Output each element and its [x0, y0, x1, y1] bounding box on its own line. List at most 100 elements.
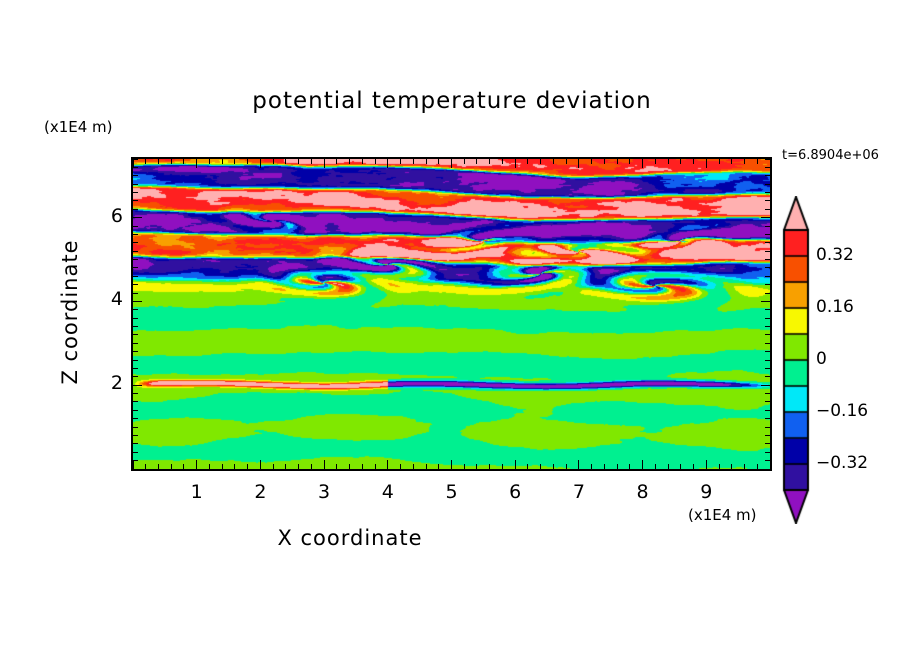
- x-tick: [145, 464, 147, 469]
- colorbar-tick-label: 0.16: [816, 297, 854, 317]
- x-tick: [527, 159, 529, 164]
- x-tick: [425, 159, 427, 164]
- x-tick: [616, 464, 618, 469]
- x-tick: [591, 159, 593, 164]
- x-tick-label: 3: [318, 481, 331, 503]
- z-axis-title: Z coordinate: [58, 239, 82, 385]
- x-tick: [451, 460, 452, 469]
- y-tick: [765, 250, 770, 252]
- colorbar-tick-label: −0.32: [816, 453, 869, 473]
- y-tick: [133, 334, 138, 336]
- x-tick: [412, 464, 414, 469]
- y-tick: [765, 426, 770, 428]
- y-tick: [765, 259, 770, 261]
- y-tick: [765, 393, 770, 395]
- x-tick: [221, 159, 223, 164]
- x-tick: [489, 464, 491, 469]
- x-tick: [642, 159, 644, 168]
- y-tick: [133, 418, 138, 420]
- x-axis-unit-label: (x1E4 m): [688, 506, 757, 524]
- x-tick: [336, 159, 338, 164]
- x-tick: [616, 159, 618, 164]
- x-tick: [744, 159, 746, 164]
- x-tick: [476, 464, 478, 469]
- plot-frame: [131, 157, 772, 471]
- y-tick: [761, 300, 770, 302]
- x-tick: [438, 159, 440, 164]
- y-tick: [765, 284, 770, 286]
- y-tick: [761, 468, 770, 470]
- x-tick: [259, 159, 261, 168]
- y-tick: [133, 208, 138, 210]
- y-tick: [765, 317, 770, 319]
- y-tick: [133, 158, 138, 160]
- y-tick: [765, 192, 770, 193]
- y-tick: [133, 443, 138, 445]
- y-tick: [133, 183, 138, 185]
- y-tick: [133, 409, 138, 411]
- y-tick: [765, 233, 770, 235]
- x-tick-label: 7: [572, 481, 585, 503]
- y-tick: [133, 376, 138, 378]
- colorbar-tick-label: 0.32: [816, 245, 854, 265]
- y-tick: [133, 317, 138, 319]
- y-tick: [133, 359, 138, 361]
- y-tick: [133, 275, 138, 277]
- y-tick: [133, 401, 138, 403]
- x-tick: [744, 464, 746, 469]
- y-tick: [765, 451, 770, 453]
- y-tick: [765, 351, 770, 353]
- y-tick: [133, 217, 142, 219]
- x-tick: [361, 464, 363, 469]
- x-axis-title: X coordinate: [277, 526, 423, 550]
- y-tick: [133, 300, 142, 302]
- colorbar: 0.32 0.16 0 −0.16 −0.32: [780, 196, 868, 524]
- x-tick: [323, 460, 325, 469]
- timestamp-annotation: t=6.8904e+06: [782, 148, 879, 163]
- y-tick: [133, 384, 142, 386]
- y-tick: [765, 376, 770, 378]
- y-tick: [133, 175, 138, 177]
- y-tick: [765, 342, 770, 344]
- x-tick: [591, 464, 593, 469]
- y-tick: [133, 434, 138, 436]
- x-tick: [451, 159, 452, 168]
- y-tick-label: 4: [110, 288, 123, 311]
- y-tick: [765, 292, 770, 294]
- y-tick: [765, 334, 770, 336]
- y-tick: [133, 342, 138, 344]
- x-tick-label: 4: [381, 481, 394, 503]
- x-tick: [654, 464, 656, 469]
- y-tick: [133, 468, 142, 470]
- x-tick: [629, 159, 631, 164]
- y-tick: [765, 460, 770, 462]
- y-tick: [133, 242, 138, 244]
- x-tick: [298, 464, 300, 469]
- y-tick: [133, 292, 138, 294]
- y-tick: [133, 233, 138, 235]
- y-tick: [761, 384, 770, 386]
- x-tick: [514, 159, 516, 168]
- x-tick: [654, 159, 656, 164]
- y-tick: [133, 426, 138, 428]
- y-tick: [765, 409, 770, 411]
- y-tick: [133, 225, 138, 227]
- x-tick: [157, 464, 159, 469]
- y-tick: [761, 217, 770, 219]
- x-tick: [349, 159, 351, 164]
- x-tick: [272, 159, 274, 164]
- colorbar-gradient: [780, 196, 812, 524]
- y-tick: [765, 175, 770, 177]
- y-tick: [133, 460, 138, 462]
- x-tick: [208, 159, 210, 164]
- x-tick: [196, 460, 198, 469]
- x-tick: [718, 159, 720, 164]
- x-tick: [132, 159, 134, 168]
- x-tick: [705, 460, 707, 469]
- x-tick: [387, 159, 389, 168]
- x-tick: [400, 464, 402, 469]
- x-tick: [667, 464, 669, 469]
- x-tick: [731, 159, 733, 164]
- y-tick: [765, 309, 770, 311]
- x-tick: [323, 159, 325, 168]
